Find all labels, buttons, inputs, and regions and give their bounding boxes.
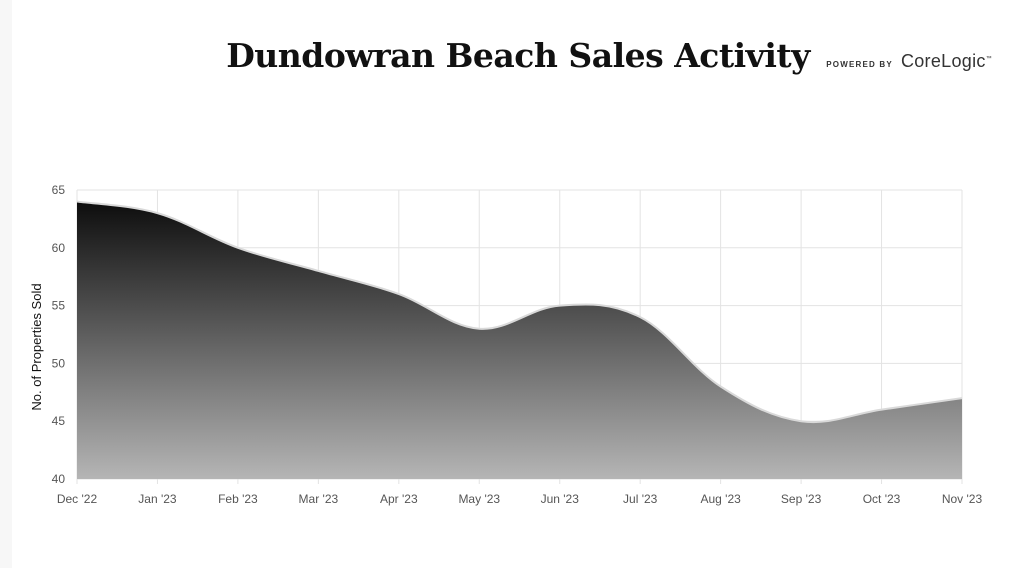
series-line <box>76 200 963 424</box>
x-tick-label: Jan '23 <box>138 492 177 506</box>
brand-trademark: ™ <box>985 56 992 62</box>
x-tick-label: Feb '23 <box>218 492 258 506</box>
x-tick-label: Jul '23 <box>623 492 658 506</box>
x-tick-label: May '23 <box>458 492 500 506</box>
brand-logo: POWERED BY CoreLogic™ <box>826 51 992 72</box>
y-axis-ticks: 40 45 50 55 60 65 <box>52 183 66 486</box>
y-tick-label: 45 <box>52 414 66 428</box>
y-axis-label: No. of Properties Sold <box>29 283 44 410</box>
brand-name: CoreLogic™ <box>901 51 992 72</box>
brand-prefix: POWERED BY <box>826 60 893 69</box>
x-tick-label: Nov '23 <box>942 492 983 506</box>
chart-title: Dundowran Beach Sales Activity <box>226 36 810 75</box>
y-tick-label: 40 <box>52 472 66 486</box>
y-tick-label: 65 <box>52 183 66 197</box>
y-tick-label: 55 <box>52 299 66 313</box>
series-area <box>76 200 963 479</box>
x-axis-ticks: Dec '22 Jan '23 Feb '23 Mar '23 Apr '23 May '… <box>57 492 983 506</box>
brand-name-text: CoreLogic <box>900 51 986 71</box>
series-area-fill <box>77 201 962 479</box>
x-tick-label: Apr '23 <box>380 492 418 506</box>
x-tick-label: Aug '23 <box>700 492 741 506</box>
x-tick-label: Mar '23 <box>299 492 339 506</box>
x-tick-label: Jun '23 <box>541 492 580 506</box>
x-tick-label: Sep '23 <box>781 492 822 506</box>
x-tick-label: Oct '23 <box>863 492 901 506</box>
y-tick-label: 60 <box>52 241 66 255</box>
y-tick-label: 50 <box>52 356 66 370</box>
x-tick-label: Dec '22 <box>57 492 98 506</box>
